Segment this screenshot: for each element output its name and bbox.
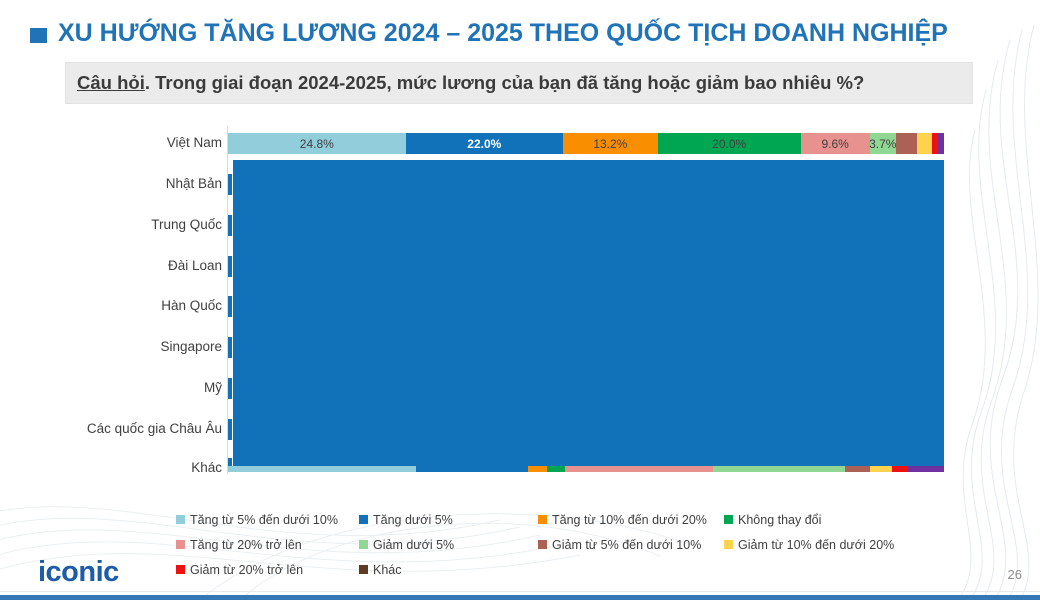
legend-swatch-icon (176, 540, 185, 549)
strip-segment (527, 466, 548, 472)
question-text: Câu hỏi. Trong giai đoạn 2024-2025, mức … (77, 72, 864, 94)
legend-label: Không thay đổi (738, 512, 822, 527)
bar-segment: 22.0% (405, 133, 564, 154)
title-bullet-icon (30, 27, 47, 43)
page-title: XU HƯỚNG TĂNG LƯƠNG 2024 – 2025 THEO QUỐ… (58, 19, 948, 47)
strip-segment (870, 466, 893, 472)
legend-swatch-icon (724, 515, 733, 524)
legend-item: Tăng từ 20% trở lên (176, 532, 359, 557)
category-label: Khác (191, 460, 222, 475)
legend-swatch-icon (176, 565, 185, 574)
bar-segment: 9.6% (800, 133, 870, 154)
strip-segment (228, 466, 417, 472)
category-label: Hàn Quốc (161, 298, 222, 313)
blue-overlay-rectangle (233, 160, 944, 466)
hidden-bar-stub (228, 337, 232, 358)
bar-segment (932, 133, 939, 154)
legend-swatch-icon (176, 515, 185, 524)
bar-segment (938, 133, 944, 154)
legend-swatch-icon (724, 540, 733, 549)
legend-item: Khác (359, 557, 538, 582)
legend-item: Tăng từ 10% đến dưới 20% (538, 507, 724, 532)
page-number: 26 (1007, 567, 1022, 582)
y-axis-line (227, 126, 228, 474)
strip-segment (845, 466, 871, 472)
strip-segment (416, 466, 528, 472)
category-label: Singapore (160, 339, 222, 354)
legend-item: Tăng từ 5% đến dưới 10% (176, 507, 359, 532)
hidden-bar-stub (228, 296, 232, 317)
legend-label: Tăng dưới 5% (373, 512, 453, 527)
bar-segment (895, 133, 917, 154)
strip-segment (713, 466, 846, 472)
legend-swatch-icon (359, 515, 368, 524)
iconic-logo: iconic (38, 556, 119, 588)
hidden-bar-stub (228, 174, 232, 195)
strip-segment (892, 466, 909, 472)
category-label: Các quốc gia Châu Âu (86, 421, 222, 436)
legend-item: Không thay đổi (724, 507, 924, 532)
legend-label: Tăng từ 5% đến dưới 10% (190, 512, 338, 527)
category-label: Việt Nam (166, 135, 222, 150)
bar-segment: 3.7% (869, 133, 896, 154)
footer-accent-bar (0, 595, 1040, 600)
legend-label: Khác (373, 562, 402, 577)
category-label: Nhật Bản (165, 176, 222, 191)
strip-segment (547, 466, 566, 472)
bar-segment: 24.8% (228, 133, 406, 154)
hidden-bar-stub (228, 458, 232, 472)
legend-label: Tăng từ 10% đến dưới 20% (552, 512, 707, 527)
legend-item: Giảm từ 10% đến dưới 20% (724, 532, 924, 557)
legend-item: Giảm từ 5% đến dưới 10% (538, 532, 724, 557)
hidden-bar-stub (228, 419, 232, 440)
legend-swatch-icon (359, 540, 368, 549)
question-label: Câu hỏi (77, 72, 145, 93)
hidden-bar-stub (228, 256, 232, 277)
legend-label: Giảm từ 20% trở lên (190, 562, 304, 577)
legend-item: Tăng dưới 5% (359, 507, 538, 532)
strip-segment (565, 466, 714, 472)
bar-segment: 20.0% (657, 133, 801, 154)
question-rest: . Trong giai đoạn 2024-2025, mức lương c… (144, 72, 865, 93)
legend-label: Giảm từ 5% đến dưới 10% (552, 537, 702, 552)
legend-swatch-icon (538, 540, 547, 549)
strip-segment (908, 466, 944, 472)
category-label: Mỹ (204, 380, 222, 395)
bar-segment: 13.2% (563, 133, 658, 154)
bar-segment (916, 133, 933, 154)
vietnam-stacked-bar: 24.8% 22.0% 13.2% 20.0% 9.6% 3.7% (228, 133, 944, 154)
slide-header: XU HƯỚNG TĂNG LƯƠNG 2024 – 2025 THEO QUỐ… (30, 19, 948, 48)
category-label: Trung Quốc (151, 217, 222, 232)
footer-divider (0, 591, 1040, 592)
legend-swatch-icon (359, 565, 368, 574)
chart-legend: Tăng từ 5% đến dưới 10% Tăng dưới 5% Tăng … (176, 507, 924, 582)
legend-label: Giảm từ 10% đến dưới 20% (738, 537, 895, 552)
legend-item: Giảm từ 20% trở lên (176, 557, 359, 582)
hidden-bar-stub (228, 378, 232, 399)
legend-label: Giảm dưới 5% (373, 537, 455, 552)
khac-row-strip (228, 466, 944, 472)
category-label: Đài Loan (167, 258, 222, 273)
legend-label: Tăng từ 20% trở lên (190, 537, 302, 552)
hidden-bar-stub (228, 215, 232, 236)
legend-swatch-icon (538, 515, 547, 524)
legend-item: Giảm dưới 5% (359, 532, 538, 557)
question-box: Câu hỏi. Trong giai đoạn 2024-2025, mức … (65, 62, 973, 104)
